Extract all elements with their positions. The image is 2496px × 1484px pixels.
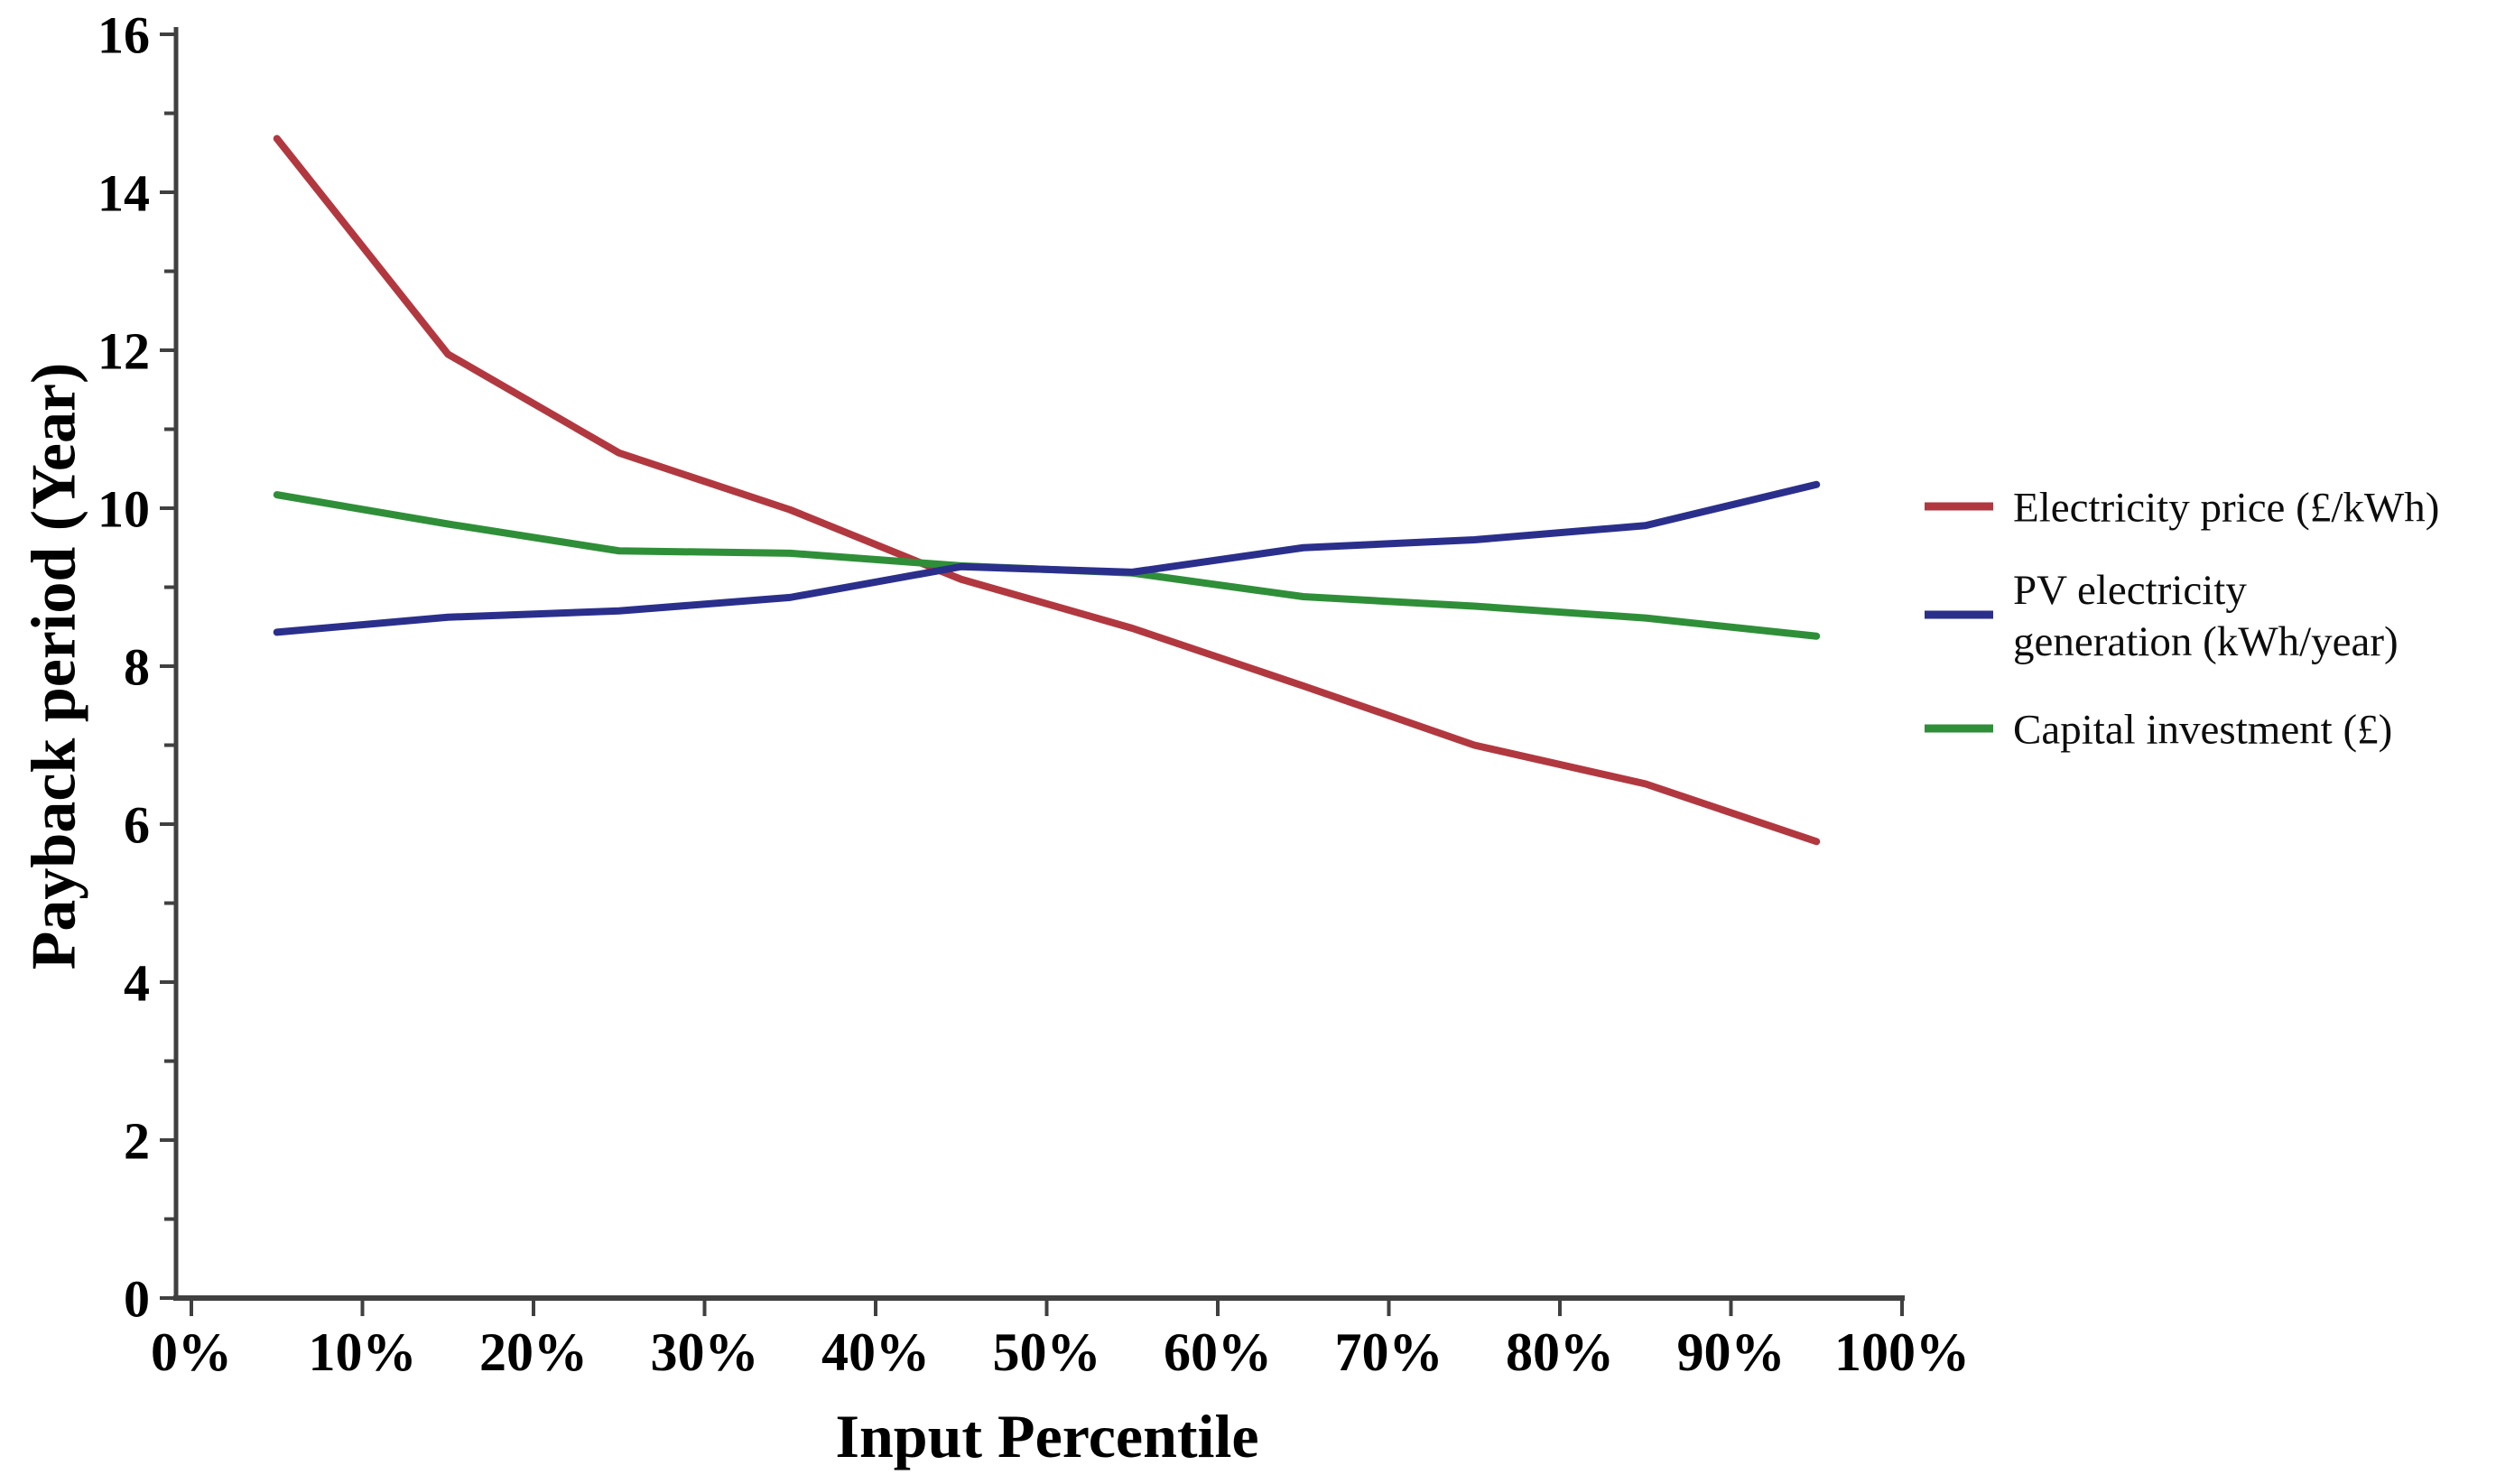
series-line-electricity-price-kwh <box>273 134 1821 846</box>
axis-ticks <box>160 32 1904 1316</box>
x-tick-label: 30% <box>651 1322 759 1382</box>
x-tick-label: 10% <box>309 1322 417 1382</box>
x-tick-label: 60% <box>1164 1322 1272 1382</box>
chart-legend: Electricity price (£/kWh) PV electricityg… <box>1925 484 2439 753</box>
y-tick-label: 4 <box>124 953 150 1012</box>
x-tick-label: 100% <box>1834 1322 1970 1382</box>
y-tick-label: 10 <box>97 479 150 538</box>
legend-label-electricity-price-kwh: Electricity price (£/kWh) <box>2013 484 2439 531</box>
series-line-pv-electricity-generation-kwh-year <box>273 480 1821 636</box>
y-tick-label: 8 <box>124 637 150 696</box>
y-tick-label: 0 <box>124 1269 150 1328</box>
x-tick-label: 40% <box>821 1322 930 1382</box>
legend-entry-electricity-price-kwh: Electricity price (£/kWh) <box>1925 484 2439 531</box>
legend-label-capital-investment: Capital investment (£) <box>2013 706 2392 753</box>
data-series <box>273 134 1821 846</box>
legend-entry-capital-investment: Capital investment (£) <box>1925 706 2392 753</box>
y-tick-label: 16 <box>97 5 150 64</box>
x-tick-label: 0% <box>151 1322 232 1382</box>
axis-tick-labels: 0 2 4 6 8 10 12 14 16 0% 10% 20% 30% 40% 50% 60% 70% 80% 9… <box>97 5 1970 1382</box>
x-tick-label: 70% <box>1335 1322 1443 1382</box>
legend-label-pv-electricity-generation-kwh-year: generation (kWh/year) <box>2013 618 2399 665</box>
y-tick-label: 2 <box>124 1111 150 1170</box>
y-tick-label: 12 <box>97 321 150 380</box>
x-tick-label: 50% <box>993 1322 1101 1382</box>
y-tick-label: 14 <box>97 163 150 222</box>
x-tick-label: 80% <box>1506 1322 1614 1382</box>
y-tick-label: 6 <box>124 795 150 854</box>
x-tick-label: 90% <box>1677 1322 1786 1382</box>
legend-label-pv-electricity-generation-kwh-year: PV electricity <box>2013 567 2247 614</box>
x-tick-label: 20% <box>479 1322 588 1382</box>
x-axis-title: Input Percentile <box>835 1402 1258 1470</box>
y-axis-title: Payback period (Year) <box>20 363 89 970</box>
